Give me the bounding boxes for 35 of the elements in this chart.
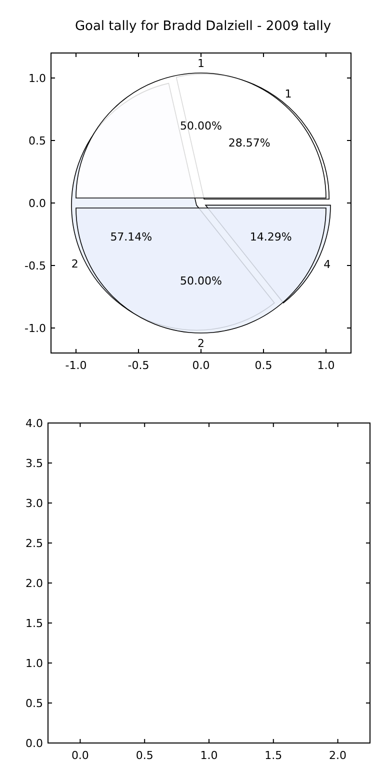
data-label: 14.29%	[250, 230, 292, 244]
x-tick-label: 1.5	[264, 749, 282, 762]
y-tick-label: 2.0	[26, 577, 43, 590]
y-tick-label: -1.0	[24, 322, 46, 335]
x-tick-label: 0.0	[192, 359, 210, 372]
y-tick-label: 1.0	[28, 72, 46, 85]
y-tick-label: 3.5	[26, 457, 43, 470]
x-tick-label: -1.0	[65, 359, 87, 372]
data-label: 50.00%	[180, 274, 222, 288]
y-tick-label: 3.0	[26, 497, 43, 510]
slice-label: 2	[71, 258, 78, 271]
x-tick-label: 0.5	[136, 749, 154, 762]
x-tick-label: 2.0	[329, 749, 347, 762]
y-tick-label: 2.5	[26, 537, 43, 550]
data-label: 57.14%	[110, 230, 152, 244]
x-tick-label: -0.5	[128, 359, 150, 372]
data-label: 50.00%	[180, 120, 222, 132]
y-tick-label: 0.0	[26, 737, 43, 750]
y-tick-label: -0.5	[24, 260, 46, 272]
y-tick-label: 0.5	[26, 697, 43, 710]
x-tick-label: 0.0	[71, 749, 89, 762]
slice-label: 2	[198, 337, 204, 350]
x-tick-label: 1.0	[200, 749, 218, 762]
y-tick-label: 4.0	[26, 417, 43, 430]
slice-label: 1	[198, 57, 204, 70]
y-tick-label: 0.5	[28, 134, 46, 148]
data-label: 28.57%	[228, 136, 270, 150]
y-tick-label: 1.0	[26, 657, 43, 670]
x-tick-label: 1.0	[317, 359, 335, 372]
slice-label: 4	[324, 258, 331, 271]
chart-title: Goal tally for Bradd Dalziell - 2009 tally	[74, 19, 332, 34]
x-tick-label: 0.5	[254, 359, 272, 372]
y-tick-label: 0.0	[28, 197, 46, 210]
y-tick-label: 1.5	[26, 617, 43, 630]
slice-label: 1	[284, 88, 292, 101]
